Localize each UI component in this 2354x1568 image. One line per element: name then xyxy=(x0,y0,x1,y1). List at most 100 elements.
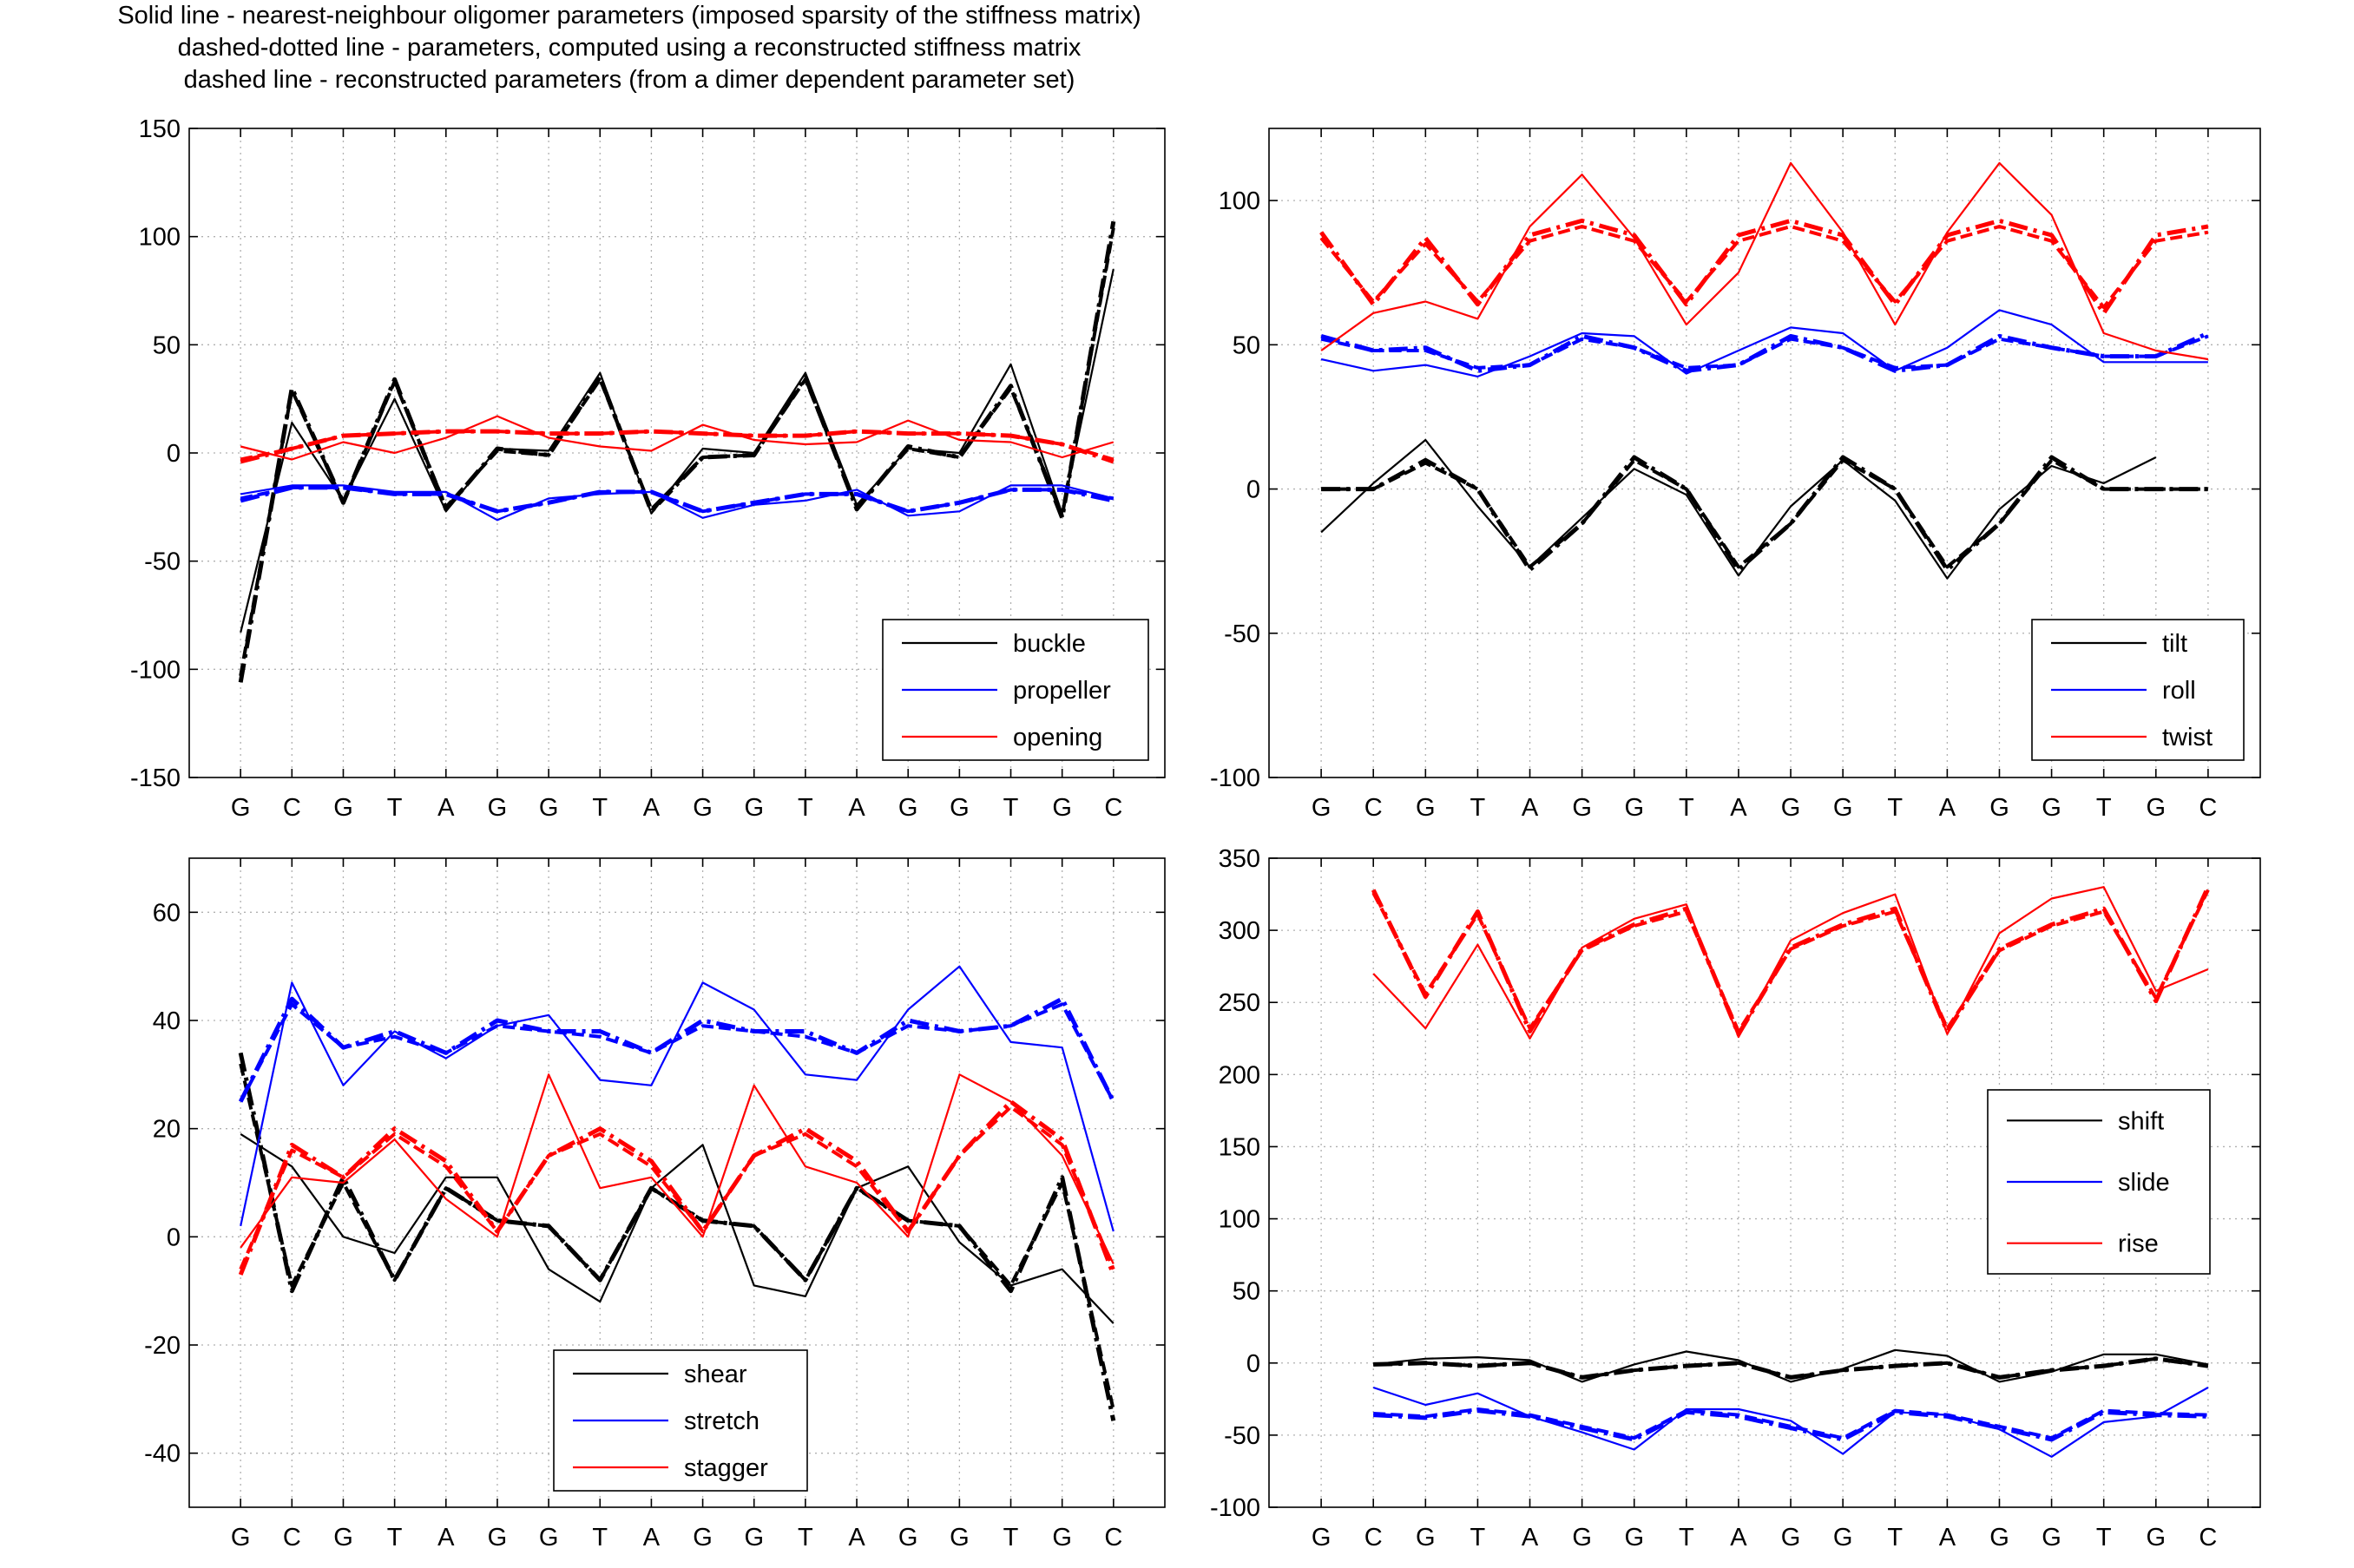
x-tick-label: T xyxy=(798,794,813,822)
x-tick-label: G xyxy=(1416,794,1436,822)
x-tick-label: A xyxy=(643,794,661,822)
series-blue-dashed-line xyxy=(240,485,1115,514)
series-black-dashed-line xyxy=(239,227,1115,677)
x-tick-label: G xyxy=(231,794,251,822)
x-tick-label: G xyxy=(693,1524,713,1552)
x-tick-label: A xyxy=(437,1524,455,1552)
x-tick-label: G xyxy=(693,794,713,822)
y-tick-label: -100 xyxy=(1210,1494,1260,1522)
series-twist-line xyxy=(1320,161,2209,361)
x-tick-label: G xyxy=(2147,794,2167,822)
legend-label-roll: roll xyxy=(2162,677,2196,705)
x-tick-label: G xyxy=(333,1524,353,1552)
x-tick-label: C xyxy=(283,1524,301,1552)
legend-label-propeller: propeller xyxy=(1013,677,1111,705)
x-tick-label: T xyxy=(1470,794,1486,822)
y-tick-label: 100 xyxy=(1219,187,1260,215)
x-tick-label: G xyxy=(1833,794,1853,822)
x-tick-label: G xyxy=(1572,1524,1592,1552)
legend: shift slide rise xyxy=(1987,1089,2211,1275)
y-tick-label: 40 xyxy=(153,1007,181,1035)
y-tick-label: -50 xyxy=(1224,620,1260,648)
x-tick-label: G xyxy=(1312,1524,1332,1552)
y-tick-label: 0 xyxy=(167,1224,181,1251)
legend: tilt roll twist xyxy=(2031,619,2245,761)
title-line-solid: Solid line - nearest-neighbour oligomer … xyxy=(117,2,1141,30)
series-blue-dashed-line xyxy=(239,1002,1115,1103)
legend-label-stretch: stretch xyxy=(684,1407,759,1435)
x-tick-label: T xyxy=(1887,1524,1903,1552)
x-tick-label: T xyxy=(1470,1524,1486,1552)
legend-label-rise: rise xyxy=(2118,1230,2159,1258)
x-tick-label: G xyxy=(2147,1524,2167,1552)
x-tick-label: A xyxy=(1730,1524,1747,1552)
x-tick-label: T xyxy=(1679,794,1694,822)
x-tick-label: G xyxy=(1312,794,1332,822)
legend-label-stagger: stagger xyxy=(684,1454,768,1482)
legend-label-opening: opening xyxy=(1013,724,1102,751)
legend-label-slide: slide xyxy=(2118,1169,2170,1197)
y-tick-label: 100 xyxy=(1219,1206,1260,1234)
x-tick-label: G xyxy=(1781,794,1801,822)
x-tick-label: G xyxy=(2042,794,2061,822)
y-tick-label: -100 xyxy=(130,656,181,684)
x-tick-label: A xyxy=(1939,794,1956,822)
series-shear-line xyxy=(240,1132,1115,1324)
x-tick-label: G xyxy=(488,794,508,822)
series-red-dashed-line xyxy=(1371,889,2210,1033)
y-tick-label: 50 xyxy=(153,331,181,359)
x-tick-label: G xyxy=(950,1524,970,1552)
y-tick-label: 50 xyxy=(1233,331,1260,359)
x-tick-label: T xyxy=(2096,794,2112,822)
series-stretch-line xyxy=(240,965,1115,1232)
x-tick-label: G xyxy=(1989,1524,2009,1552)
x-tick-label: G xyxy=(1781,1524,1801,1552)
y-tick-label: -50 xyxy=(144,548,181,576)
y-tick-label: 150 xyxy=(1219,1133,1260,1161)
x-tick-label: A xyxy=(437,794,455,822)
x-tick-label: G xyxy=(1052,1524,1072,1552)
x-tick-label: A xyxy=(1522,1524,1539,1552)
x-tick-label: G xyxy=(1572,794,1592,822)
series-blue-dashed-line xyxy=(1320,334,2209,370)
legend-label-shear: shear xyxy=(684,1361,747,1388)
x-tick-label: G xyxy=(1416,1524,1436,1552)
series-group xyxy=(1371,886,2211,1458)
x-tick-label: G xyxy=(1989,794,2009,822)
series-opening-line xyxy=(240,415,1115,461)
grid-lines xyxy=(1269,858,2260,1507)
chart-panel-top-left: -150 -100 -50 0 50 100 150 G C G T A G G T A G G T A G G T G Cbu… xyxy=(130,115,1166,822)
x-tick-label: G xyxy=(950,794,970,822)
x-tick-label: T xyxy=(592,1524,608,1552)
series-red-dashdot-line xyxy=(1371,886,2211,1037)
legend: buckle propeller opening xyxy=(882,619,1149,761)
x-tick-label: C xyxy=(1104,794,1122,822)
y-tick-label: 350 xyxy=(1219,845,1260,873)
figure-title: Solid line - nearest-neighbour oligomer … xyxy=(0,0,1259,96)
series-tilt-line xyxy=(1320,438,2157,580)
x-tick-label: C xyxy=(2199,794,2217,822)
axes-frame xyxy=(1268,128,2261,778)
x-tick-label: C xyxy=(1104,1524,1122,1552)
series-group xyxy=(238,965,1116,1421)
y-tick-label: -20 xyxy=(144,1332,181,1360)
legend-label-shift: shift xyxy=(2118,1107,2164,1135)
axes-frame xyxy=(1268,857,2261,1508)
x-tick-label: G xyxy=(2042,1524,2061,1552)
y-tick-label: 0 xyxy=(1246,1350,1260,1378)
x-tick-label: A xyxy=(1939,1524,1956,1552)
legend-label-tilt: tilt xyxy=(2162,630,2187,658)
x-tick-label: A xyxy=(1730,794,1747,822)
x-tick-label: G xyxy=(898,794,918,822)
y-tick-label: 0 xyxy=(1246,476,1260,504)
y-tick-label: -50 xyxy=(1224,1422,1260,1450)
x-tick-label: G xyxy=(539,1524,559,1552)
x-tick-label: T xyxy=(798,1524,813,1552)
x-tick-label: T xyxy=(387,1524,403,1552)
series-red-dashed-line xyxy=(1319,225,2209,310)
x-tick-label: G xyxy=(539,794,559,822)
legend-label-twist: twist xyxy=(2162,724,2213,751)
axes-frame xyxy=(188,857,1166,1508)
